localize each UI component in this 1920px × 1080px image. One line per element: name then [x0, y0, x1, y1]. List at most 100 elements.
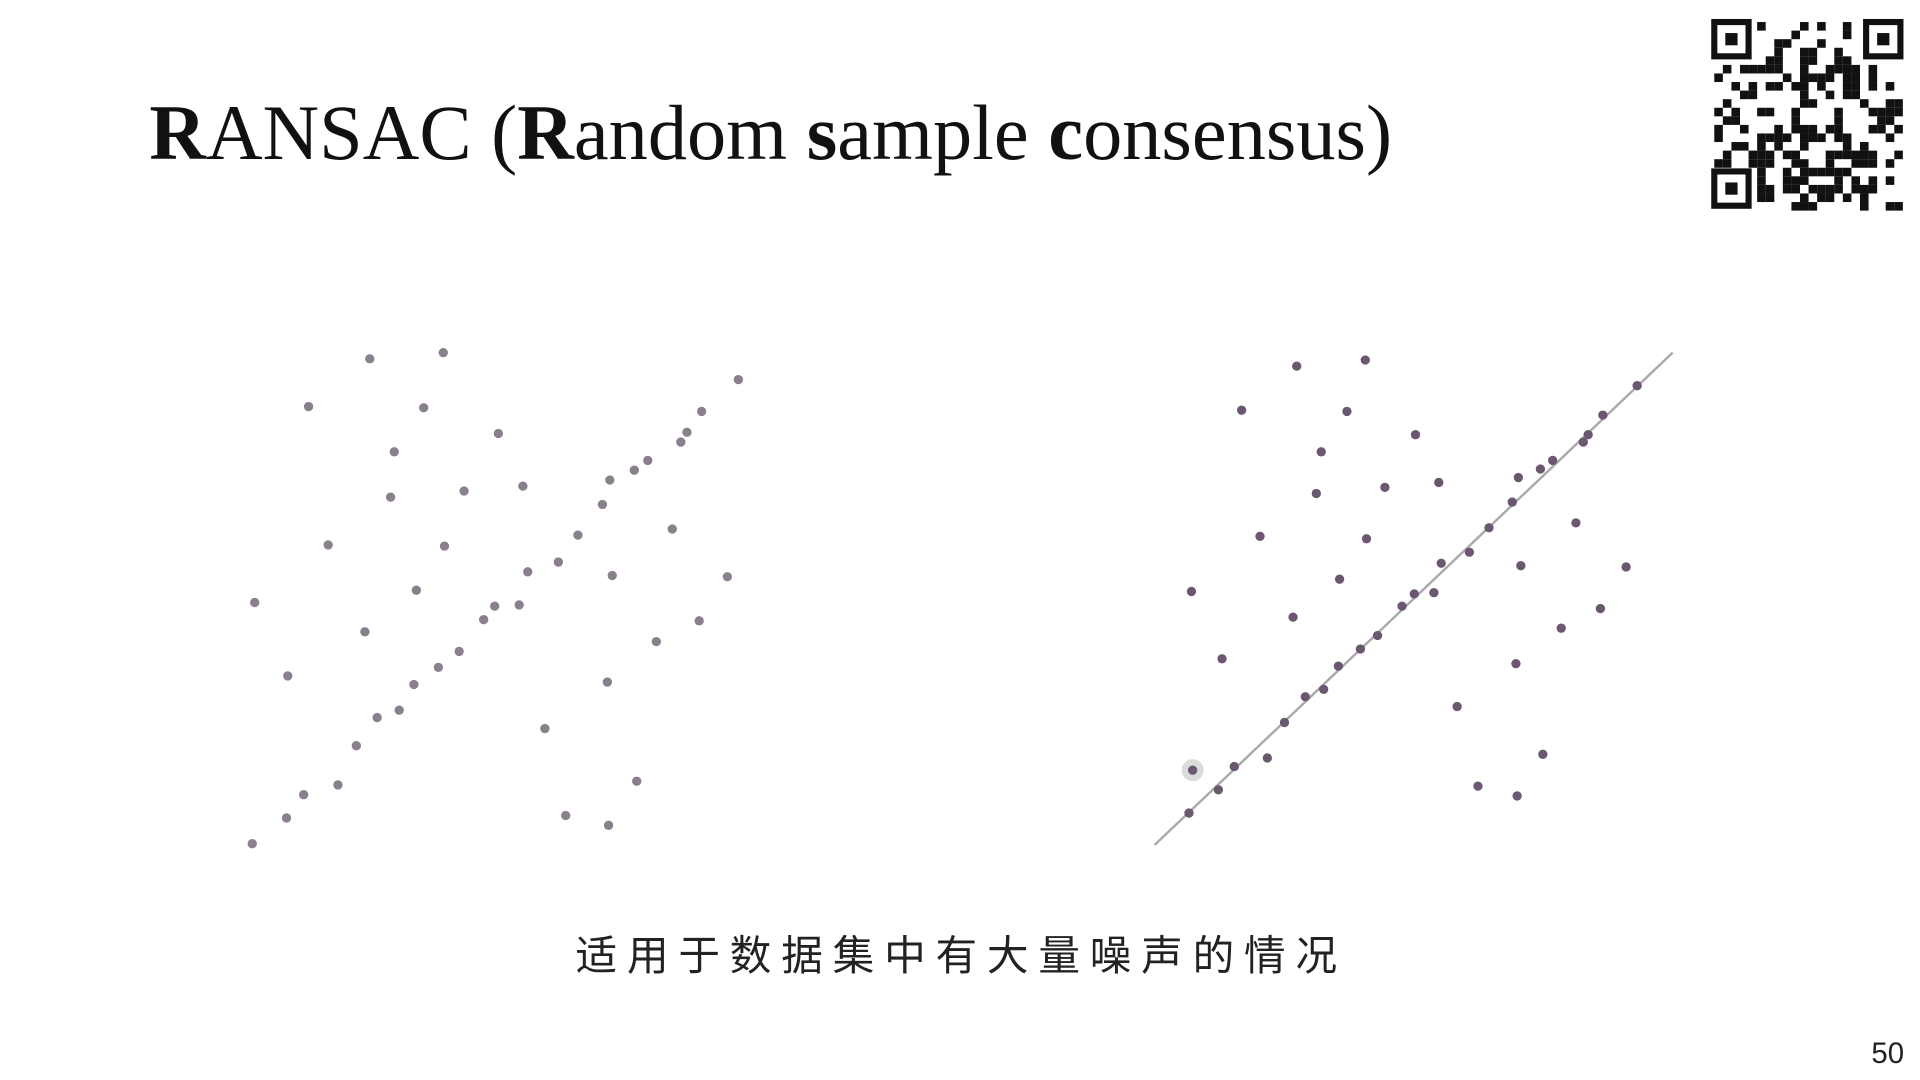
qr-module	[1817, 73, 1826, 83]
point	[1184, 808, 1194, 818]
qr-module	[1834, 124, 1843, 134]
point	[1512, 791, 1522, 801]
qr-module	[1851, 64, 1860, 74]
qr-module	[1885, 82, 1895, 91]
qr-module	[1877, 107, 1886, 117]
qr-module	[1885, 133, 1895, 143]
point	[1372, 630, 1383, 641]
point	[1279, 717, 1290, 728]
caption: 适用于数据集中有大量噪声的情况	[576, 931, 1347, 980]
point	[603, 820, 614, 830]
point	[283, 671, 293, 681]
qr-finder	[1863, 18, 1904, 60]
qr-module	[1851, 159, 1860, 168]
point	[597, 499, 608, 510]
qr-module	[1860, 193, 1869, 203]
qr-module	[1842, 167, 1852, 177]
point	[553, 557, 564, 567]
qr-module	[1842, 193, 1852, 203]
point	[605, 475, 615, 485]
qr-module	[1731, 107, 1740, 117]
point	[682, 427, 692, 437]
qr-module	[1714, 124, 1723, 134]
qr-module	[1860, 142, 1869, 151]
qr-module	[1800, 133, 1809, 143]
qr-finder	[1725, 33, 1738, 46]
point	[411, 585, 421, 595]
qr-module	[1894, 202, 1903, 211]
point	[1513, 472, 1524, 483]
qr-module	[1851, 184, 1860, 194]
qr-module	[1740, 124, 1749, 134]
point	[493, 428, 504, 439]
qr-module	[1834, 184, 1843, 194]
qr-module	[1860, 184, 1869, 194]
qr-module	[1722, 159, 1732, 168]
qr-finder	[1711, 18, 1752, 60]
point	[518, 481, 528, 491]
point	[1361, 534, 1372, 544]
point	[1186, 586, 1197, 597]
qr-module	[1851, 82, 1860, 91]
qr-module	[1800, 56, 1809, 65]
qr-module	[1782, 133, 1792, 143]
qr-module	[1894, 99, 1903, 108]
qr-module	[1842, 82, 1852, 91]
qr-module	[1825, 159, 1835, 168]
point	[389, 447, 399, 457]
point	[676, 437, 686, 447]
qr-module	[1851, 176, 1860, 185]
point	[1473, 781, 1483, 791]
qr-module	[1800, 124, 1809, 134]
qr-module	[1868, 107, 1878, 117]
title-part: ANSAC (	[206, 89, 517, 176]
qr-module	[1825, 150, 1835, 160]
point	[1355, 644, 1366, 654]
point	[385, 492, 396, 502]
point	[419, 403, 429, 413]
qr-module	[1782, 150, 1792, 160]
point	[303, 401, 314, 412]
point	[281, 813, 292, 823]
qr-module	[1877, 124, 1886, 134]
qr-module	[1757, 184, 1766, 194]
point	[1464, 547, 1475, 557]
qr-module	[1791, 184, 1800, 194]
point	[1311, 488, 1321, 499]
point	[602, 677, 612, 687]
point	[454, 646, 464, 657]
point	[629, 465, 639, 475]
point	[1595, 603, 1606, 614]
qr-module	[1765, 184, 1775, 194]
qr-module	[1825, 73, 1835, 83]
qr-module	[1714, 107, 1723, 117]
point	[1262, 753, 1272, 763]
qr-module	[1842, 64, 1852, 74]
point	[1255, 531, 1265, 541]
qr-module	[1765, 193, 1775, 203]
point	[1319, 684, 1329, 695]
qr-module	[1774, 133, 1783, 143]
qr-module	[1842, 133, 1852, 143]
qr-module	[1860, 99, 1869, 108]
point	[1229, 761, 1239, 772]
qr-module	[1782, 39, 1792, 48]
qr-module	[1757, 193, 1766, 203]
qr-module	[1885, 107, 1895, 117]
title-part: s	[807, 89, 838, 176]
qr-module	[1757, 142, 1766, 151]
qr-module	[1868, 150, 1878, 160]
point	[1333, 661, 1344, 671]
qr-module	[1800, 176, 1809, 185]
point	[1429, 588, 1439, 598]
qr-module	[1842, 56, 1852, 65]
qr-module	[1825, 184, 1835, 194]
qr-module	[1800, 64, 1809, 74]
qr-module	[1800, 99, 1809, 108]
qr-finder	[1711, 168, 1752, 209]
qr-module	[1774, 82, 1783, 91]
title-part: ample	[837, 89, 1048, 176]
point	[1583, 430, 1593, 440]
